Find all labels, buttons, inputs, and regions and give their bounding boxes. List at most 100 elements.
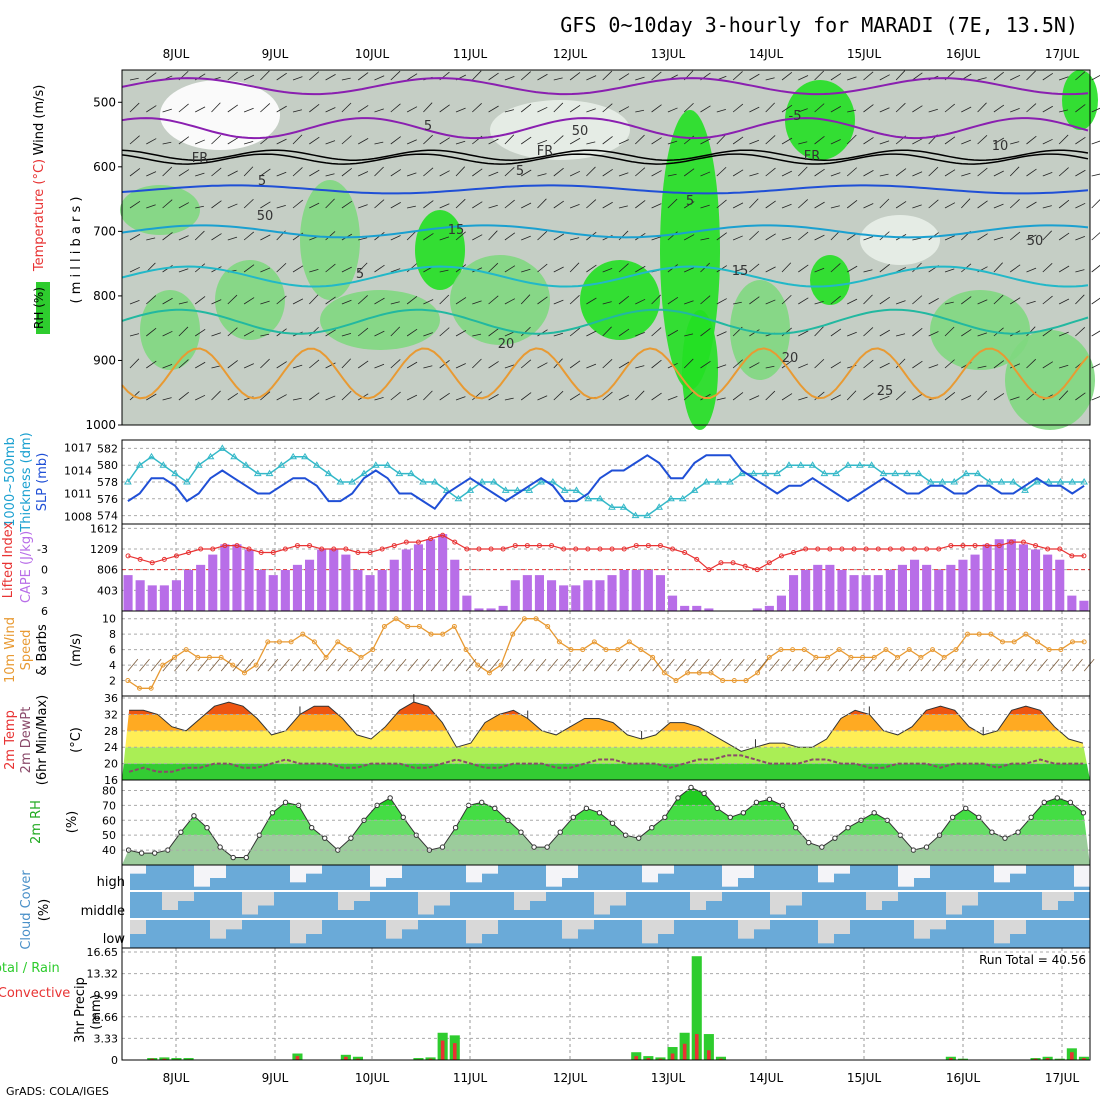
wind-barb (683, 102, 694, 113)
wind-barb (553, 266, 564, 273)
thickness-point (997, 478, 1006, 485)
rh-point (596, 810, 603, 816)
rh-point (204, 825, 210, 831)
wind-barb (618, 328, 630, 337)
precip-total-bar (655, 1057, 666, 1060)
wind-barb-10m (850, 658, 862, 672)
cape-bar (244, 549, 254, 611)
wind-barb-10m (139, 658, 150, 672)
li-point (1033, 543, 1039, 549)
wind-barb-10m (955, 658, 967, 672)
thickness-tick: 578 (97, 476, 118, 489)
wind-barb (260, 103, 271, 113)
wind-barb (977, 365, 987, 369)
wind-barb (569, 262, 580, 273)
thickness-point (844, 461, 852, 468)
li-point (754, 567, 760, 573)
li-point (1008, 539, 1014, 545)
cape-bar (946, 564, 956, 611)
wind-barb (716, 232, 727, 241)
wind-barb (765, 365, 775, 369)
wind-barb (667, 296, 679, 305)
y-tick-label: 900 (93, 353, 116, 367)
wind-speed-point (591, 639, 597, 645)
cloud-cell (466, 865, 482, 883)
wind-barb (194, 296, 206, 305)
wind-barb (537, 362, 548, 369)
rh-point (269, 810, 276, 816)
wind-barb (1010, 363, 1021, 369)
wind-barb (325, 74, 336, 81)
wind-barb (798, 141, 808, 145)
wind-barb (1042, 72, 1054, 81)
wind-barb (357, 262, 368, 273)
wind-barb (520, 392, 532, 401)
wind-barb (830, 172, 841, 177)
cape-bar (994, 539, 1004, 611)
date-label-top: 15JUL (847, 47, 882, 61)
cape-bar (268, 575, 278, 611)
li-point (706, 567, 712, 573)
wind-speed-point (965, 631, 971, 637)
wind-speed-point (381, 623, 387, 629)
wind-barb (716, 199, 727, 209)
cape-bar (607, 575, 617, 611)
wind-barb (406, 328, 418, 337)
thickness-point (608, 503, 616, 510)
li-point (742, 563, 748, 569)
li-point (899, 546, 905, 552)
wind-barb (472, 168, 483, 177)
li-point (766, 560, 772, 566)
wind-barb (569, 327, 581, 337)
wind-barb-10m (255, 658, 267, 672)
wind-barb-10m (372, 658, 384, 672)
wind-barb-10m (162, 658, 174, 672)
wind-label: Wind (m/s) (32, 85, 47, 156)
wind-speed-point (766, 654, 772, 660)
rh-point (740, 810, 747, 816)
wind-barb (863, 137, 874, 145)
wind-barb (553, 233, 564, 241)
wind-barb (977, 332, 987, 337)
wind-barb (455, 166, 466, 177)
rh-point (518, 829, 524, 835)
wind-barb (292, 199, 304, 209)
wind-barb-10m (290, 658, 302, 672)
cloud-cell (546, 865, 562, 887)
wind-barb (781, 327, 792, 337)
wind-barb (146, 327, 157, 337)
thickness-point (525, 486, 534, 493)
rh-legend-swatch (36, 282, 50, 334)
wind-barb (781, 137, 793, 145)
cape-bar (389, 559, 399, 611)
wind-barb (847, 109, 857, 113)
wind-barb (374, 199, 385, 209)
li-point (573, 546, 579, 552)
date-label-bottom: 9JUL (262, 1071, 289, 1085)
wind-barb (276, 171, 287, 177)
wind-barb (406, 263, 417, 273)
cape-bar (825, 564, 835, 611)
wind-barb (146, 393, 157, 401)
rh-point (1002, 835, 1008, 841)
wind-barb (683, 201, 695, 209)
wind-barb (504, 265, 516, 273)
cloud-cell (306, 865, 322, 874)
thickness-point (430, 478, 439, 485)
wind-barb (455, 140, 466, 145)
wind-barb (129, 102, 140, 113)
rh-point (688, 784, 694, 791)
wind-speed-point (895, 654, 901, 660)
thickness-point (159, 461, 168, 468)
cape-bar (317, 549, 327, 611)
rh-point (1028, 814, 1034, 820)
li-tick: 0 (41, 564, 48, 577)
thickness-label-2: Thickness (dm) (19, 432, 34, 532)
wind-barb (129, 233, 141, 241)
wind-barb (1026, 358, 1037, 369)
thickness-point (1056, 478, 1065, 485)
wind-barb (227, 170, 238, 177)
wind-barb-10m (803, 658, 815, 672)
precip-label-1: Total / Rain (0, 961, 60, 976)
li-point (452, 539, 458, 545)
